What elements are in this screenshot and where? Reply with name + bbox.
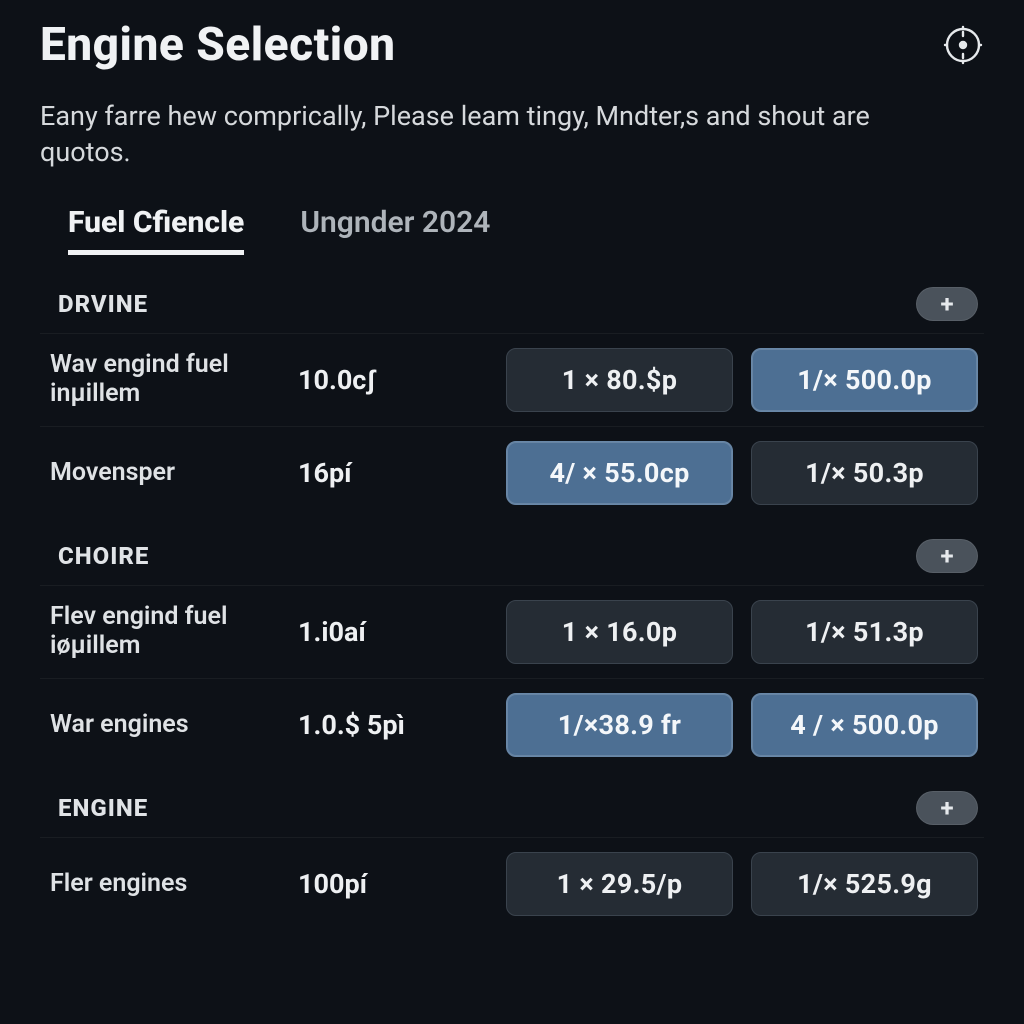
option-chip[interactable]: 4 / × 500.0p <box>751 693 978 757</box>
row-label: Wav engind fuel inµillem <box>50 351 280 409</box>
row-value: 100pí <box>298 868 488 900</box>
add-button[interactable]: + <box>916 287 978 321</box>
row-label: Fler engines <box>50 870 280 899</box>
row-label: Movensper <box>50 459 280 488</box>
row-label: War engines <box>50 711 280 740</box>
option-chip[interactable]: 1/× 51.3p <box>751 600 978 664</box>
tab-ungnder-2024[interactable]: Ungnder 2024 <box>300 205 490 255</box>
add-button[interactable]: + <box>916 539 978 573</box>
option-chip[interactable]: 1 × 80.$p <box>506 348 733 412</box>
tab-fuel-cfiencle[interactable]: Fuel Cfiencle <box>68 205 244 255</box>
option-chip[interactable]: 1/× 500.0p <box>751 348 978 412</box>
add-button[interactable]: + <box>916 791 978 825</box>
option-chip[interactable]: 1/×38.9 fr <box>506 693 733 757</box>
section-header-choire: CHOIRE <box>58 542 149 570</box>
option-chip[interactable]: 1 × 16.0p <box>506 600 733 664</box>
table-row: Fler engines 100pí 1 × 29.5/p 1/× 525.9g <box>40 837 984 930</box>
tabs: Fuel Cfiencle Ungnder 2024 <box>40 205 984 255</box>
table-row: Movensper 16pí 4/ × 55.0cp 1/× 50.3p <box>40 426 984 519</box>
option-chip[interactable]: 1/× 50.3p <box>751 441 978 505</box>
table-row: Wav engind fuel inµillem 10.0cʃ 1 × 80.$… <box>40 333 984 426</box>
page-title: Engine Selection <box>40 18 396 72</box>
table-row: Flev engind fuel iøµillem 1.i0aí 1 × 16.… <box>40 585 984 678</box>
row-value: 1.i0aí <box>298 616 488 648</box>
option-chip[interactable]: 1/× 525.9g <box>751 852 978 916</box>
section-header-engine: ENGINE <box>58 794 148 822</box>
section-header-drvine: DRVINE <box>58 290 148 318</box>
row-value: 1.0.$ 5pì <box>298 709 488 741</box>
row-value: 16pí <box>298 457 488 489</box>
row-value: 10.0cʃ <box>298 364 488 396</box>
option-chip[interactable]: 1 × 29.5/p <box>506 852 733 916</box>
page-subtitle: Eany farre hew comprically, Please leam … <box>40 98 920 171</box>
row-label: Flev engind fuel iøµillem <box>50 603 280 661</box>
table-row: War engines 1.0.$ 5pì 1/×38.9 fr 4 / × 5… <box>40 678 984 771</box>
option-chip[interactable]: 4/ × 55.0cp <box>506 441 733 505</box>
target-icon[interactable] <box>942 24 984 66</box>
